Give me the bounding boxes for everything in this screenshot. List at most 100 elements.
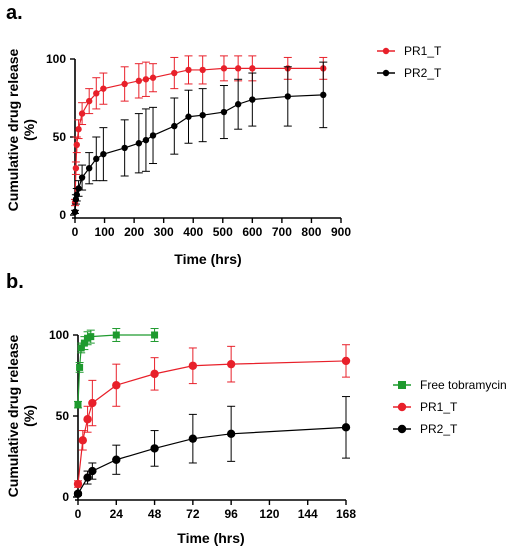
panel-a-series-pr2-t-point: [100, 150, 107, 158]
panel-b-series-pr2-t-point: [188, 434, 198, 443]
panel-a-x-tick-label-600: 600: [242, 225, 262, 239]
panel-b-series-pr2-t-point: [83, 473, 92, 482]
panel-a-series-pr1-t-point: [249, 65, 256, 72]
panel-b-x-tick-label-168: 168: [336, 507, 356, 521]
panel-a-series-pr1-t-point: [121, 80, 128, 88]
panel-a-series-pr2-t-point: [135, 140, 143, 147]
panel-a-series-pr1-t-point: [142, 76, 150, 83]
panel-b-y-axis-unit: (%): [21, 405, 37, 427]
panel-a-series-pr1-t-point: [73, 141, 80, 148]
panel-a-series-pr1-t-point: [185, 66, 192, 74]
panel-b-series-pr2-t-point: [73, 489, 83, 498]
panel-a-x-tick-label-300: 300: [154, 225, 174, 239]
panel-a-y-tick-label-100: 100: [46, 52, 66, 66]
panel-b-series-pr2-t-point: [88, 466, 97, 476]
panel-a-series-pr1-t-point: [72, 165, 80, 172]
panel-b-series-free-tobramycin-point: [77, 344, 85, 352]
panel-b-legend-pr1-t: PR1_T: [393, 400, 458, 414]
panel-b-series-pr1-t-point: [112, 381, 121, 390]
panel-a-series-pr1-t: [71, 55, 328, 207]
panel-a-series-pr2-t: [71, 61, 328, 216]
panel-a-series-pr2-t-point: [249, 96, 256, 103]
panel-b-series-free-tobramycin-point: [80, 339, 88, 347]
panel-a-series-pr2-t-point: [185, 113, 192, 120]
panel-b-series-pr2-t: [73, 396, 351, 498]
panel-b-y-tick-label-0: 0: [62, 490, 69, 504]
panel-b-y-tick-label-50: 50: [56, 409, 70, 423]
panel-a-legend: PR1_T PR2_T: [377, 44, 442, 80]
panel-a-y-axis-unit: (%): [21, 119, 37, 141]
panel-b-axes: 0 24 48 72 96 120 144 168 0 50 100: [49, 328, 356, 521]
panel-a-series-pr1-t-point: [100, 85, 107, 92]
panel-b-series-pr1-t-point: [188, 361, 198, 370]
panel-a-letter: a.: [6, 2, 23, 24]
panel-b-x-tick-label-0: 0: [75, 507, 82, 521]
panel-b-y-axis-label: Cumulative drug release: [5, 334, 21, 497]
panel-b-legend-pr2-t-label: PR2_T: [420, 422, 458, 436]
panel-a-x-tick-label-200: 200: [124, 225, 144, 239]
panel-b-series-free-tobramycin-point: [151, 331, 159, 339]
panel-b-x-axis-label: Time (hrs): [177, 530, 244, 546]
panel-a-series-pr2-t-point: [234, 101, 242, 108]
panel-b: b. 0 24 48 72 96 120 144 168 0 50 100 Free tobramy…: [5, 271, 507, 546]
panel-b-series-pr2-t-point: [112, 455, 121, 464]
panel-b-series-free-tobramycin: [74, 328, 159, 409]
panel-b-legend-pr2-t-marker: [397, 424, 407, 434]
panel-b-x-tick-label-144: 144: [298, 507, 318, 521]
panel-b-y-axis-title: Cumulative drug release (%): [5, 334, 37, 497]
panel-b-series-free-tobramycin-point: [87, 333, 95, 341]
panel-b-legend-pr1-t-label: PR1_T: [420, 400, 458, 414]
panel-a-x-tick-label-500: 500: [213, 225, 233, 239]
panel-b-series-free-tobramycin-point: [112, 331, 120, 339]
panel-a-series-pr2-t-point: [73, 191, 80, 198]
panel-b-letter: b.: [6, 271, 24, 293]
panel-b-series-pr1-t-point: [226, 359, 236, 369]
panel-a-series-pr1-t-point: [78, 110, 86, 117]
panel-b-series-pr2-t-point: [226, 429, 236, 439]
panel-a-x-tick-label-700: 700: [272, 225, 292, 239]
panel-a-series-pr2-t-point: [121, 144, 128, 152]
panel-b-series-pr1-t: [73, 344, 351, 489]
panel-a-series-pr2-t-point: [320, 91, 327, 99]
panel-a-x-tick-label-100: 100: [95, 225, 115, 239]
panel-a-x-tick-label-900: 900: [331, 225, 351, 239]
panel-a-series-pr2-t-point: [199, 111, 206, 119]
panel-a-y-tick-label-50: 50: [53, 130, 67, 144]
panel-a-series-pr2-t-point: [171, 122, 178, 130]
panel-a-series-pr1-t-point: [93, 90, 100, 97]
panel-a-y-axis-title: Cumulative drug release (%): [5, 48, 37, 211]
panel-a: a. 0 100 200 300 400 500 600 700 800 900 0 50 100 PR…: [5, 2, 442, 267]
panel-a-series-pr2-t-line: [74, 94, 324, 212]
panel-b-x-tick-label-48: 48: [148, 507, 162, 521]
panel-a-series-pr2-t-point: [71, 208, 79, 216]
panel-a-legend-pr1-t: PR1_T: [377, 44, 442, 58]
panel-b-series-free-tobramycin-point: [76, 363, 84, 371]
panel-b-legend-free-tobramycin: Free tobramycin: [393, 378, 507, 392]
panel-a-y-tick-label-0: 0: [59, 208, 66, 222]
panel-a-series-pr1-t-point: [199, 66, 206, 74]
panel-a-series-pr2-t-point: [93, 155, 100, 163]
panel-b-series-pr1-t-point: [341, 356, 351, 366]
panel-b-series-pr1-t-point: [150, 369, 159, 379]
panel-b-series-pr2-t-point: [341, 423, 351, 432]
panel-a-series-pr2-t-point: [85, 165, 93, 172]
panel-b-series-pr1-t-point: [78, 436, 87, 445]
panel-a-series-pr2-t-point: [75, 185, 82, 192]
panel-a-legend-pr2-t: PR2_T: [377, 66, 442, 80]
panel-b-x-tick-label-96: 96: [224, 507, 238, 521]
panel-b-series-pr2-t-point: [150, 444, 159, 453]
panel-b-series-free-tobramycin-point: [74, 401, 82, 409]
panel-b-x-tick-label-120: 120: [259, 507, 279, 521]
panel-a-series-pr1-t-point: [85, 97, 93, 105]
panel-a-legend-pr1-t-label: PR1_T: [404, 44, 442, 58]
panel-a-x-tick-label-800: 800: [301, 225, 321, 239]
panel-a-legend-pr2-t-marker: [382, 69, 390, 77]
panel-a-legend-pr2-t-label: PR2_T: [404, 66, 442, 80]
panel-a-series-pr2-t-point: [78, 174, 86, 181]
panel-b-legend-free-tobramycin-marker: [398, 381, 406, 389]
panel-b-x-tick-label-72: 72: [186, 507, 200, 521]
panel-a-series: [71, 55, 328, 216]
panel-b-y-tick-label-100: 100: [49, 328, 69, 342]
panel-a-x-tick-label-0: 0: [72, 225, 79, 239]
